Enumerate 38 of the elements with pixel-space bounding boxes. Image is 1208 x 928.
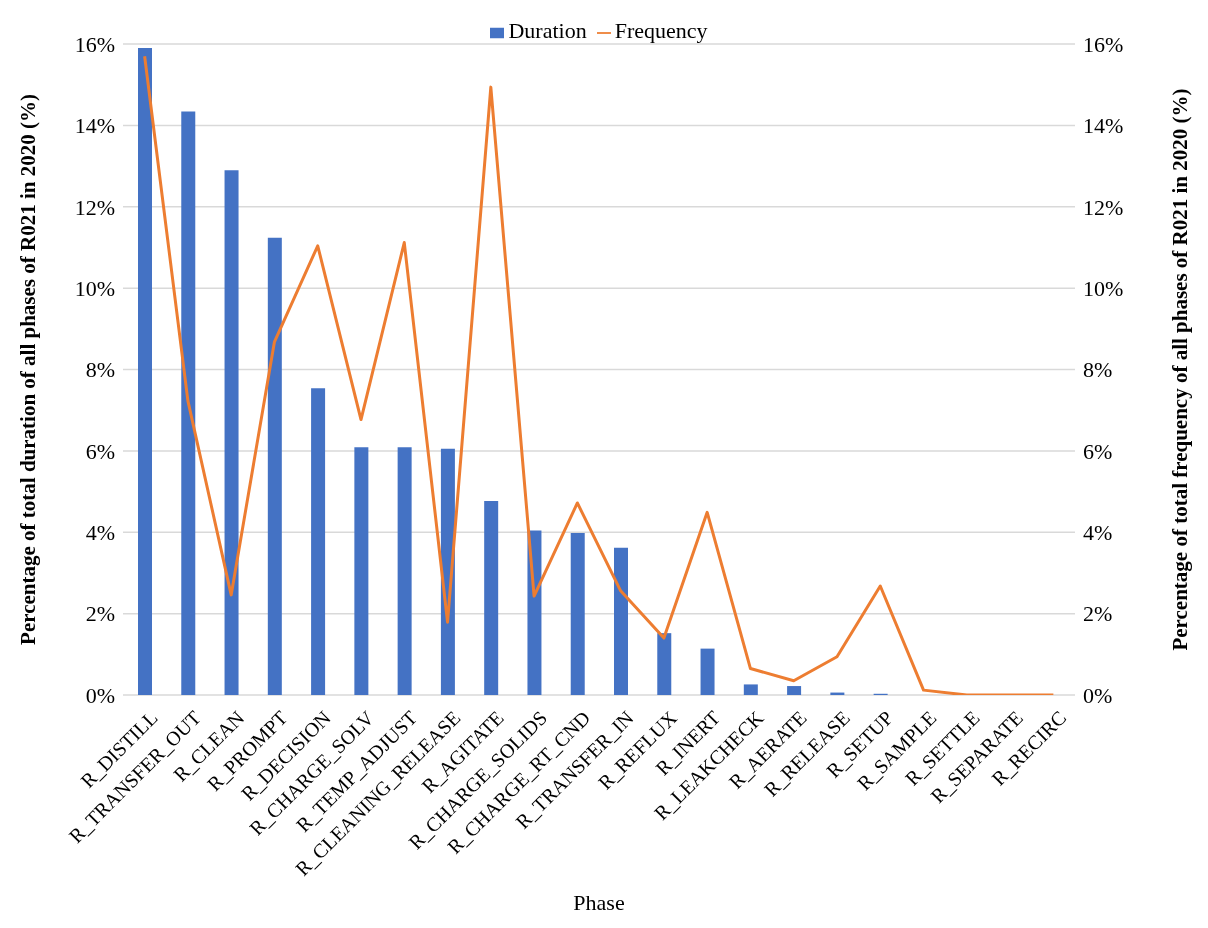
legend-label: Duration	[508, 18, 587, 43]
bar	[657, 633, 672, 695]
bar	[267, 237, 282, 695]
y2-tick-label: 8%	[1083, 357, 1113, 383]
bar	[224, 170, 239, 695]
y-tick-label: 2%	[85, 601, 115, 627]
bar	[570, 533, 585, 695]
y-tick-label: 0%	[85, 682, 115, 708]
y-tick-label: 10%	[74, 275, 115, 301]
bar	[354, 447, 369, 695]
x-axis-title: Phase	[573, 890, 625, 915]
bar	[138, 48, 152, 695]
y-tick-label: 14%	[74, 113, 115, 139]
y-tick-label: 8%	[85, 357, 115, 383]
y2-tick-label: 16%	[1083, 31, 1124, 57]
bar	[614, 547, 628, 695]
y2-tick-label: 14%	[1083, 113, 1124, 139]
y-axis-title: Percentage of total duration of all phases of R021 in 2020 (%)	[16, 94, 41, 645]
y2-tick-label: 10%	[1083, 275, 1124, 301]
y2-tick-label: 2%	[1083, 601, 1113, 627]
bar	[311, 388, 326, 695]
bar	[181, 111, 196, 695]
y2-tick-label: 6%	[1083, 438, 1113, 464]
y-tick-label: 4%	[85, 520, 115, 546]
line-series	[143, 54, 1055, 695]
bar	[484, 500, 499, 695]
y2-tick-label: 12%	[1083, 194, 1124, 220]
y-tick-label: 12%	[74, 194, 115, 220]
bar	[397, 447, 412, 695]
bar	[743, 684, 758, 695]
y2-tick-label: 4%	[1083, 520, 1113, 546]
bar	[700, 648, 715, 695]
y2-axis-title: Percentage of total frequency of all phases of R021 in 2020 (%)	[1168, 88, 1193, 651]
bar	[787, 686, 802, 695]
y2-tick-label: 0%	[1083, 682, 1113, 708]
legend-label: Frequency	[614, 18, 708, 43]
y-tick-label: 6%	[85, 438, 115, 464]
y-tick-label: 16%	[74, 31, 115, 57]
